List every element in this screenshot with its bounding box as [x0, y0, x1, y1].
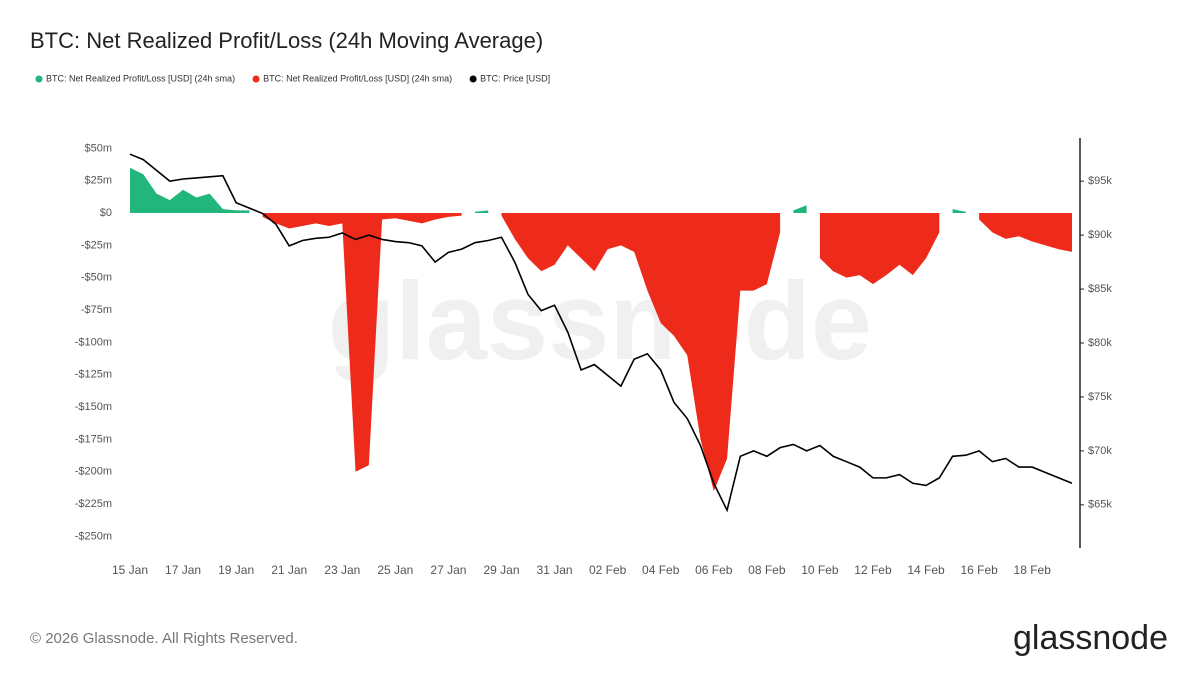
- y2-tick-label: $80k: [1088, 337, 1112, 349]
- x-tick-label: 15 Jan: [112, 563, 148, 577]
- y-tick-label: $50m: [84, 142, 112, 154]
- x-tick-label: 18 Feb: [1014, 563, 1052, 577]
- legend-swatch: [35, 75, 43, 83]
- x-tick-label: 27 Jan: [430, 563, 466, 577]
- x-tick-label: 29 Jan: [483, 563, 519, 577]
- x-tick-label: 17 Jan: [165, 563, 201, 577]
- y2-tick-label: $65k: [1088, 499, 1112, 511]
- legend-label: BTC: Net Realized Profit/Loss [USD] (24h…: [263, 73, 452, 83]
- legend-label: BTC: Price [USD]: [480, 73, 550, 83]
- y2-tick-label: $70k: [1088, 445, 1112, 457]
- x-tick-label: 08 Feb: [748, 563, 786, 577]
- watermark: glassnode: [328, 260, 872, 383]
- y-tick-label: -$50m: [81, 272, 112, 284]
- x-tick-label: 10 Feb: [801, 563, 839, 577]
- y-tick-label: -$150m: [75, 401, 112, 413]
- x-tick-label: 12 Feb: [854, 563, 892, 577]
- brand-logo: glassnode: [1013, 619, 1168, 657]
- y-tick-label: -$25m: [81, 239, 112, 251]
- y-tick-label: -$125m: [75, 369, 112, 381]
- y-tick-label: -$200m: [75, 466, 112, 478]
- x-tick-label: 06 Feb: [695, 563, 733, 577]
- x-tick-label: 31 Jan: [537, 563, 573, 577]
- y-tick-label: -$225m: [75, 498, 112, 510]
- y-tick-label: -$175m: [75, 433, 112, 445]
- legend-label: BTC: Net Realized Profit/Loss [USD] (24h…: [46, 73, 235, 83]
- chart-title: BTC: Net Realized Profit/Loss (24h Movin…: [30, 28, 543, 53]
- legend-swatch: [252, 75, 260, 83]
- x-tick-label: 23 Jan: [324, 563, 360, 577]
- y-tick-label: $25m: [84, 175, 112, 187]
- legend-swatch: [469, 75, 477, 83]
- y-tick-label: -$250m: [75, 530, 112, 542]
- x-tick-label: 25 Jan: [377, 563, 413, 577]
- x-tick-label: 04 Feb: [642, 563, 680, 577]
- x-tick-label: 19 Jan: [218, 563, 254, 577]
- x-tick-label: 02 Feb: [589, 563, 627, 577]
- price-line: [129, 153, 1073, 513]
- x-tick-label: 16 Feb: [960, 563, 998, 577]
- y2-tick-label: $95k: [1088, 175, 1112, 187]
- y2-tick-label: $90k: [1088, 229, 1112, 241]
- y-tick-label: -$100m: [75, 336, 112, 348]
- area: [130, 167, 966, 214]
- y-tick-label: $0: [100, 207, 112, 219]
- x-tick-label: 21 Jan: [271, 563, 307, 577]
- y2-tick-label: $85k: [1088, 283, 1112, 295]
- area: [262, 213, 1073, 492]
- footer: © 2026 Glassnode. All Rights Reserved.: [30, 630, 298, 647]
- x-tick-label: 14 Feb: [907, 563, 945, 577]
- y2-tick-label: $75k: [1088, 391, 1112, 403]
- y-tick-label: -$75m: [81, 304, 112, 316]
